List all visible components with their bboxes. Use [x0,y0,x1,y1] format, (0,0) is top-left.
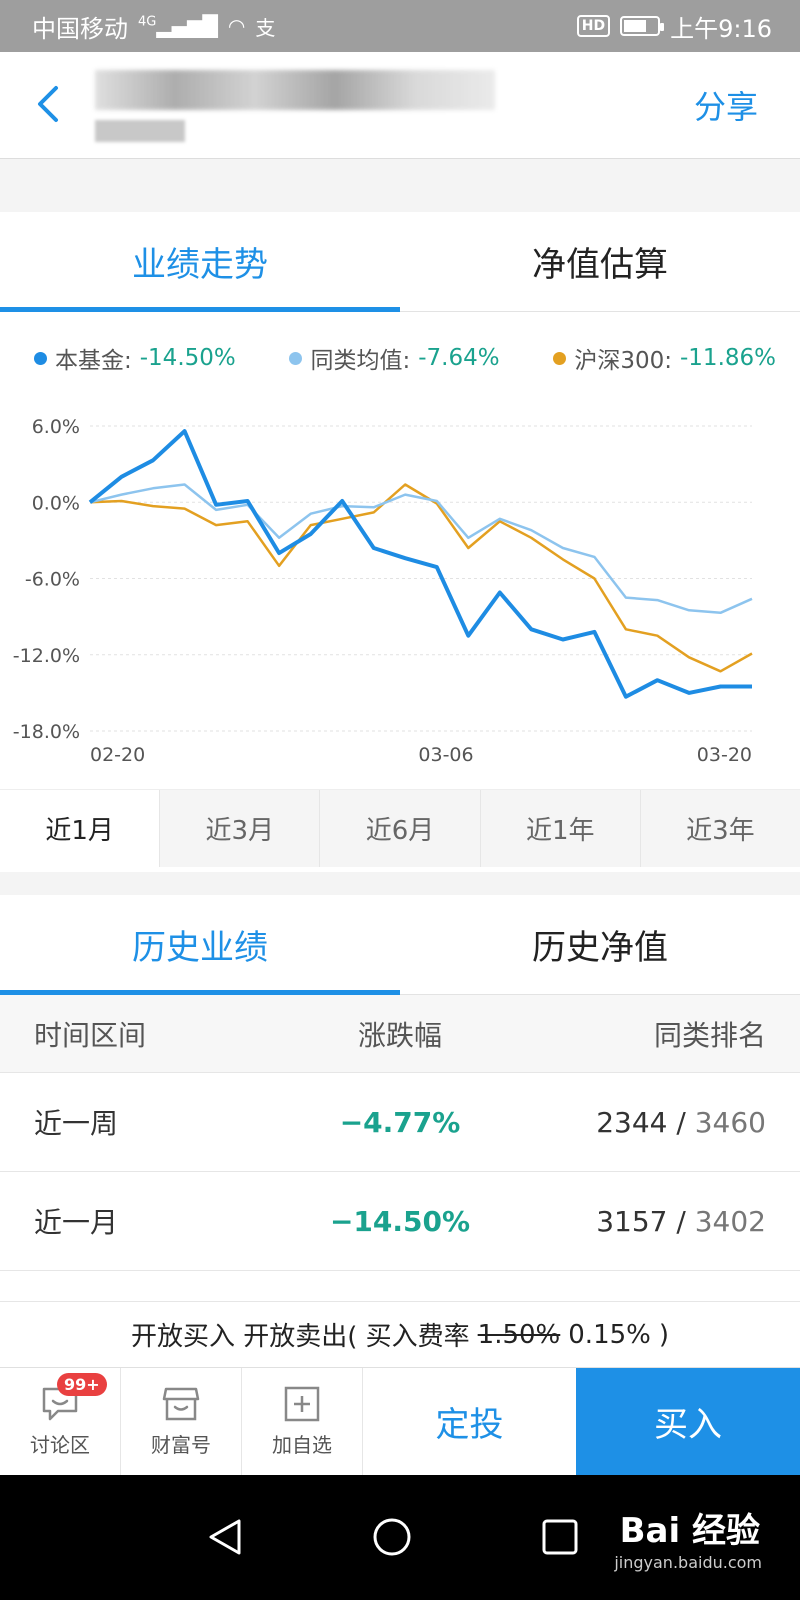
legend-item-fund: 本基金: -14.50% [34,341,236,375]
hd-icon: HD [576,15,611,37]
col-header-change: 涨跌幅 [357,1018,442,1052]
col-header-rank: 同类排名 [653,1018,766,1052]
legend-value: -11.86% [680,345,776,371]
legend-label: 同类均值: [310,348,411,374]
performance-tabs: 业绩走势 净值估算 [0,212,800,312]
signal-icon: 4G▂▄▆█ [138,14,218,38]
y-tick-label: 0.0% [32,492,80,514]
wealth-account-button[interactable]: 财富号 [121,1368,242,1475]
period-tab-3y[interactable]: 近3年 [639,790,800,867]
legend-label: 沪深300: [574,348,672,374]
table-row: 近一周 −4.77% 2344 / 3460 [0,1073,800,1172]
y-tick-label: 6.0% [32,416,80,438]
clock: 上午9:16 [670,14,772,43]
status-bar: 中国移动 4G▂▄▆█ ◠ 支 HD 上午9:16 [0,0,800,52]
legend-item-csi300: 沪深300: -11.86% [553,341,776,375]
legend-dot [289,351,303,365]
series-line-同类均值 [89,483,753,615]
y-tick-label: -18.0% [13,721,80,743]
nav-back-icon[interactable] [205,1517,245,1557]
chart-legend: 本基金: -14.50% 同类均值: -7.64% 沪深300: -11.86% [0,312,800,404]
row-change: −4.77% [339,1105,461,1139]
col-header-period: 时间区间 [34,1018,147,1052]
back-arrow-icon[interactable] [30,82,70,126]
legend-label: 本基金: [55,348,132,374]
buy-button[interactable]: 买入 [576,1368,800,1475]
fee-info: 开放买入 开放卖出( 买入费率 1.50% 0.15% ) [0,1301,800,1367]
table-row: 近一月 −14.50% 3157 / 3402 [0,1172,800,1271]
period-tab-3m[interactable]: 近3月 [159,790,320,867]
y-tick-label: -12.0% [13,645,80,667]
x-tick-label: 02-20 [90,744,145,766]
add-watchlist-button[interactable]: 加自选 [242,1368,363,1475]
fee-old-rate: 1.50% [477,1319,561,1350]
tab-performance-trend[interactable]: 业绩走势 [0,212,400,312]
legend-value: -14.50% [139,345,236,371]
period-tab-6m[interactable]: 近6月 [319,790,480,867]
battery-icon [620,16,665,36]
watchlist-label: 加自选 [272,1433,332,1457]
system-nav-bar: Bai 经验 jingyan.baidu.com [0,1475,800,1600]
fund-name-redacted [95,70,495,110]
carrier-label: 中国移动 [32,14,128,43]
history-card: 历史业绩 历史净值 时间区间 涨跌幅 同类排名 近一周 −4.77% 2344 … [0,895,800,1301]
tab-nav-estimate[interactable]: 净值估算 [532,245,668,285]
row-period: 近一周 [34,1107,119,1140]
legend-dot [34,351,47,365]
row-period: 近一月 [34,1206,119,1239]
period-tab-1y[interactable]: 近1年 [479,790,640,867]
y-tick-label: -6.0% [25,569,80,591]
store-icon [162,1387,200,1421]
nav-header: 分享 [0,52,800,159]
x-tick-label: 03-20 [697,744,752,766]
series-line-沪深300 [89,483,753,673]
x-tick-label: 03-06 [418,744,473,766]
nav-home-icon[interactable] [372,1517,412,1557]
baidu-watermark-url: jingyan.baidu.com [614,1553,762,1572]
row-rank: 2344 / 3460 [596,1105,766,1139]
row-rank: 3157 / 3402 [596,1204,766,1238]
line-chart-svg: 6.0% 0.0% -6.0% -12.0% -18.0% 02-20 03-06 03-20 [13,416,753,766]
legend-dot [553,351,567,365]
legend-value: -7.64% [418,345,500,371]
share-button[interactable]: 分享 [693,88,758,126]
fee-prefix: 开放买入 开放卖出( 买入费率 [130,1322,470,1352]
period-tab-1m[interactable]: 近1月 [0,790,160,867]
discuss-label: 讨论区 [30,1433,90,1457]
nav-recents-icon[interactable] [540,1517,580,1557]
baidu-watermark: Bai 经验 [619,1511,760,1551]
tab-history-performance[interactable]: 历史业绩 [0,895,400,995]
legend-item-peer-avg: 同类均值: -7.64% [289,341,500,375]
history-tabs: 历史业绩 历史净值 [0,895,800,995]
fund-code-redacted [95,120,185,142]
table-header: 时间区间 涨跌幅 同类排名 [0,995,800,1073]
tab-history-nav[interactable]: 历史净值 [532,928,668,968]
fee-new-rate: 0.15% [568,1319,651,1350]
row-change: −14.50% [329,1204,471,1238]
bottom-action-bar: 99+ 讨论区 财富号 加自选 定投 买入 [0,1367,800,1475]
fee-suffix: ) [658,1319,670,1350]
auto-invest-button[interactable]: 定投 [435,1405,504,1445]
wifi-icon: ◠ [227,14,246,38]
period-tabs: 近1月 近3月 近6月 近1年 近3年 [0,789,800,867]
add-box-icon [284,1386,320,1422]
discuss-button[interactable]: 99+ 讨论区 [0,1368,121,1475]
wealth-label: 财富号 [151,1433,211,1457]
notification-badge: 99+ [57,1373,107,1396]
alipay-icon: 支 [255,15,276,40]
series-line-本基金 [88,429,752,699]
performance-chart: 6.0% 0.0% -6.0% -12.0% -18.0% 02-20 03-06 03-20 [0,404,800,789]
performance-card: 业绩走势 净值估算 本基金: -14.50% 同类均值: -7.64% 沪深30… [0,212,800,872]
